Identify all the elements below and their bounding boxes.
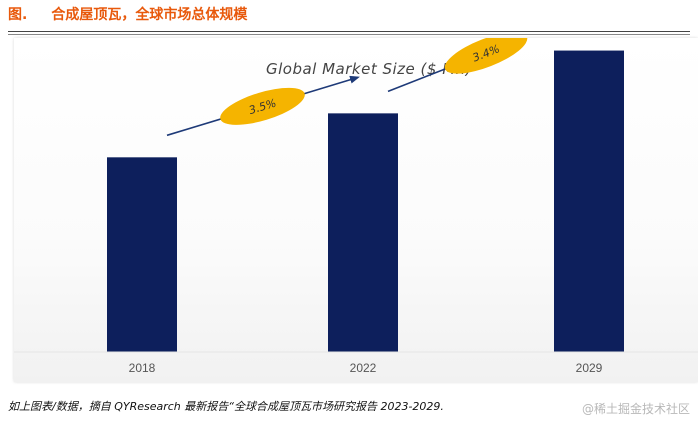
x-tick-labels: 2018 2022 2029 — [129, 361, 603, 375]
watermark: @稀土掘金技术社区 — [581, 402, 690, 416]
tick-label-2018: 2018 — [129, 361, 156, 375]
tick-label-2029: 2029 — [576, 361, 603, 375]
bar-2029 — [554, 50, 624, 353]
figure-label: 图. — [8, 7, 28, 23]
bar-2018 — [107, 157, 177, 352]
bar-2022 — [328, 113, 398, 352]
growth-annotations: 3.5%3.4% — [166, 38, 528, 137]
growth-badge-2 — [444, 38, 528, 74]
source-note: 如上图表/数据，摘自 QYResearch 最新报告“全球合成屋顶瓦市场研究报告… — [8, 400, 444, 413]
growth-badge-1 — [220, 87, 305, 125]
chart-title: Global Market Size ($ Mn) — [266, 60, 472, 78]
chart-panel: Global Market Size ($ Mn) 2018 2022 2029 3… — [14, 38, 698, 382]
figure-header: 图. 合成屋顶瓦，全球市场总体规模 — [8, 4, 247, 26]
header-divider — [8, 31, 690, 35]
figure-title: 合成屋顶瓦，全球市场总体规模 — [51, 7, 248, 23]
tick-label-2022: 2022 — [350, 361, 377, 375]
bars-group — [107, 50, 624, 353]
market-size-chart: Global Market Size ($ Mn) 2018 2022 2029 3… — [14, 38, 698, 375]
